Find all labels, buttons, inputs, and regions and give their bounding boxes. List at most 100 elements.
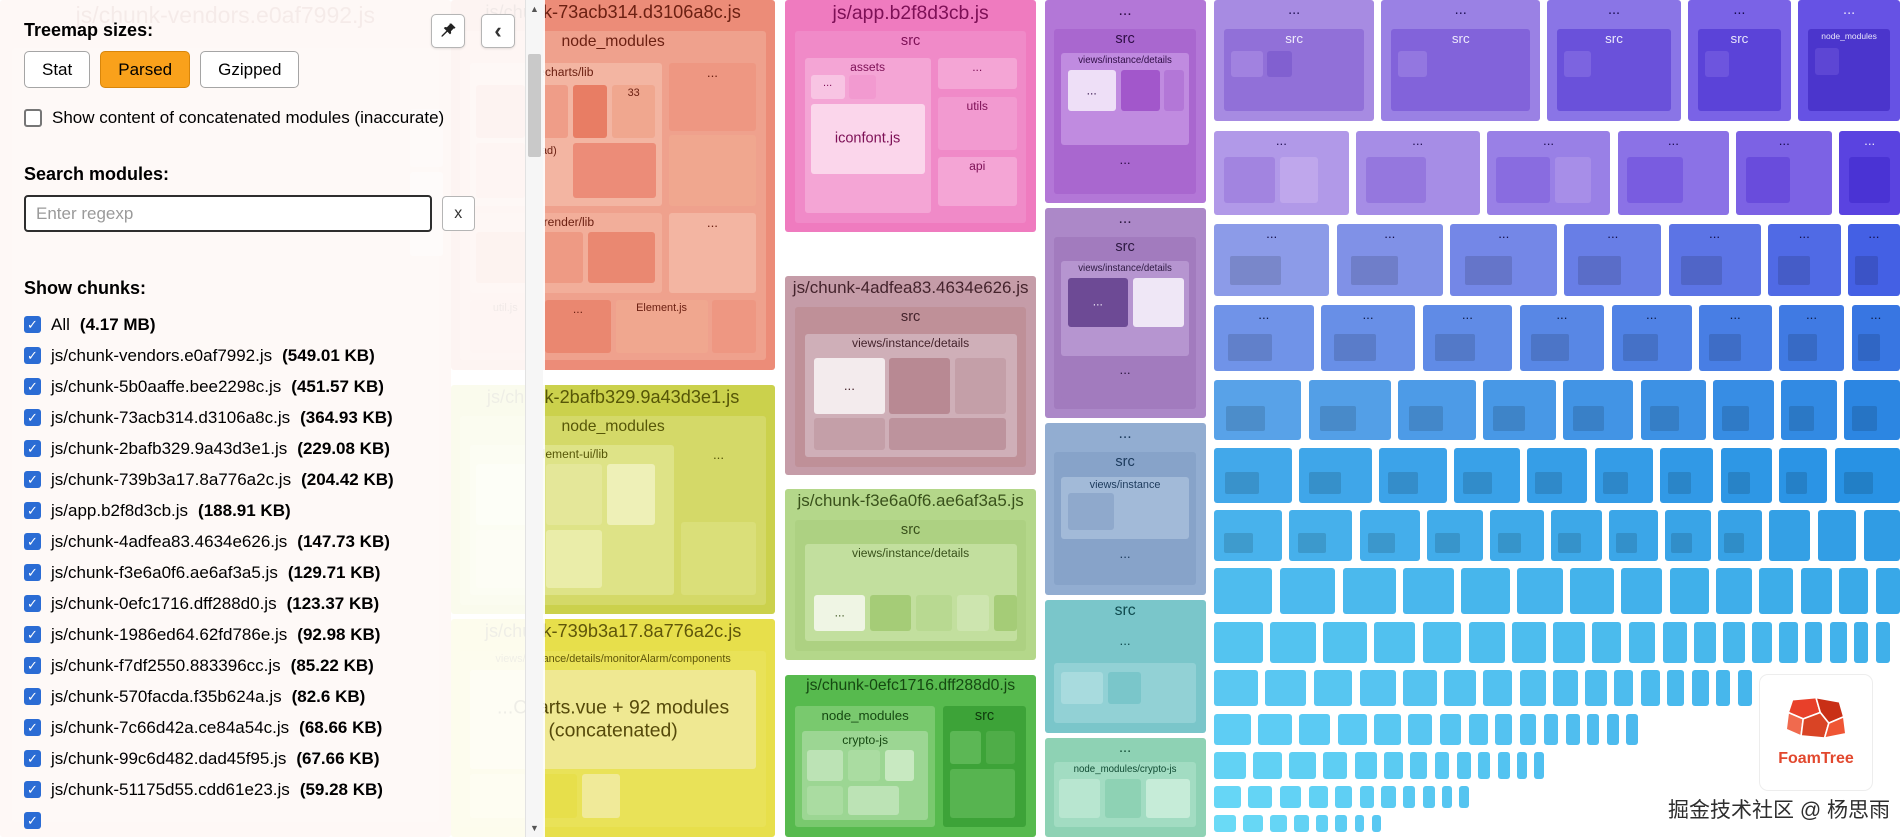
src[interactable]: src views/instance/details...	[794, 520, 1027, 651]
module-tile[interactable]	[1577, 255, 1621, 285]
chunk-block[interactable]	[1383, 752, 1404, 779]
module-tile[interactable]	[680, 522, 757, 596]
chunk-checkbox[interactable]: ✓	[24, 316, 41, 333]
chunk-block[interactable]: ... src	[1547, 0, 1681, 121]
module-tile[interactable]	[1785, 471, 1807, 495]
module-tile[interactable]: ...	[1061, 149, 1189, 187]
src[interactable]: src	[942, 706, 1027, 828]
chunk-block[interactable]	[1565, 713, 1581, 746]
size-button-gzipped[interactable]: Gzipped	[200, 51, 300, 88]
module-tile[interactable]	[1855, 255, 1879, 285]
chunk-block[interactable]	[1403, 786, 1416, 808]
chunk-block[interactable]	[1354, 815, 1365, 833]
node-modules-crypto-js[interactable]: node_modules/crypto-js	[1054, 762, 1196, 828]
module-tile[interactable]	[949, 769, 1016, 818]
chunk-block[interactable]	[1543, 713, 1559, 746]
chunk-checkbox[interactable]: ✓	[24, 719, 41, 736]
node-modules[interactable]: node_modules crypto-js	[794, 706, 936, 828]
module-tile[interactable]	[1615, 532, 1638, 554]
chunk-block[interactable]: ...	[1736, 130, 1833, 216]
views-instance[interactable]: views/instance	[1061, 476, 1189, 540]
module-tile[interactable]	[1709, 334, 1741, 361]
module-tile[interactable]	[607, 529, 666, 588]
src[interactable]: src views/instance/details......	[1054, 29, 1196, 194]
chunk-block[interactable]: ...	[1611, 304, 1692, 372]
chunk-block[interactable]	[1359, 510, 1421, 562]
chunk-block[interactable]	[1694, 621, 1716, 663]
module-tile[interactable]	[587, 232, 656, 283]
chunk-block[interactable]	[1243, 815, 1263, 833]
chunk-block[interactable]	[1427, 510, 1484, 562]
chunk-block[interactable]	[1294, 815, 1309, 833]
module-tile[interactable]	[1558, 532, 1581, 554]
search-input[interactable]	[24, 195, 432, 232]
iconfont-module[interactable]: iconfont.js	[810, 103, 925, 175]
chunk-block[interactable]	[1723, 621, 1745, 663]
chunk-block[interactable]: ...	[1450, 223, 1558, 297]
chunk-block[interactable]	[1298, 713, 1331, 746]
module-tile[interactable]: 33	[611, 84, 656, 138]
chunk-checkbox[interactable]: ✓	[24, 564, 41, 581]
module-tile[interactable]	[916, 595, 953, 632]
chunk-block[interactable]	[1335, 786, 1353, 808]
chunk-block[interactable]	[1483, 670, 1513, 707]
chunk-block[interactable]	[1214, 447, 1292, 504]
chunk-block[interactable]	[1374, 713, 1401, 746]
chunk-block[interactable]: ...	[1564, 223, 1662, 297]
chunk-block[interactable]	[1640, 670, 1661, 707]
chunk-block[interactable]: ... node_modules	[1798, 0, 1900, 121]
module-tile[interactable]	[1852, 406, 1877, 431]
src[interactable]: src assets... iconfont.js... utils api	[794, 31, 1027, 223]
chunk-block[interactable]	[1875, 621, 1891, 663]
chunk-block[interactable]	[1800, 568, 1833, 615]
chunk-block[interactable]: ...	[1851, 304, 1900, 372]
module-tile[interactable]	[1649, 406, 1679, 431]
module-tile[interactable]	[957, 595, 989, 632]
module-tile[interactable]	[1778, 255, 1811, 285]
chunk-block[interactable]: ...	[1778, 304, 1845, 372]
module-tile[interactable]	[1223, 532, 1254, 554]
collapse-sidebar-button[interactable]: ‹	[481, 14, 515, 48]
chunk-block[interactable]	[1805, 621, 1823, 663]
chunk-block[interactable]	[1354, 752, 1377, 779]
module-tile[interactable]	[573, 84, 608, 138]
src[interactable]: src	[1697, 29, 1782, 112]
chunk-block[interactable]: ...	[1839, 130, 1900, 216]
chunk-block[interactable]	[1403, 670, 1438, 707]
module-tile[interactable]	[1564, 50, 1591, 78]
module-tile[interactable]	[1059, 778, 1101, 818]
chunk-block[interactable]	[1214, 815, 1236, 833]
chunk-block[interactable]	[1323, 621, 1367, 663]
chunk-block[interactable]	[1614, 670, 1634, 707]
chunk-block[interactable]: ... src	[1214, 0, 1375, 121]
chunk-block[interactable]	[1456, 752, 1472, 779]
chunk-block[interactable]	[1570, 568, 1615, 615]
chunk-block[interactable]	[1279, 568, 1336, 615]
module-tile[interactable]	[1067, 493, 1114, 530]
chunk-block[interactable]	[1621, 568, 1663, 615]
chunk-block[interactable]	[1640, 379, 1707, 441]
chunk-block[interactable]	[1422, 786, 1435, 808]
concat-checkbox[interactable]	[24, 109, 42, 127]
chunk-app[interactable]: js/app.b2f8d3cb.js src assets... iconfont.j…	[785, 0, 1037, 233]
chunk-block[interactable]	[1563, 379, 1634, 441]
module-tile[interactable]	[1535, 471, 1562, 495]
module-tile[interactable]	[807, 786, 844, 816]
chunk-block[interactable]	[1468, 713, 1488, 746]
views-instance-details[interactable]: views/instance/details...	[1061, 53, 1189, 146]
chunk-checkbox[interactable]: ✓	[24, 347, 41, 364]
chunk-block[interactable]	[1269, 621, 1316, 663]
module-group[interactable]	[1054, 662, 1196, 724]
chunk-block[interactable]	[1720, 447, 1772, 504]
chunk-block[interactable]: ...	[1767, 223, 1841, 297]
chunk-block[interactable]: ...	[1214, 304, 1314, 372]
chunk-block[interactable]	[1592, 621, 1622, 663]
chunk-block[interactable]: ...	[1355, 130, 1480, 216]
chunk-block[interactable]	[1517, 752, 1527, 779]
module-tile[interactable]: ...	[1061, 360, 1189, 400]
chunk-block[interactable]	[1584, 670, 1607, 707]
chunk-block[interactable]	[1551, 510, 1602, 562]
chunk-block[interactable]	[1214, 752, 1246, 779]
module-tile[interactable]	[1398, 50, 1428, 78]
module-tile[interactable]	[848, 786, 900, 816]
